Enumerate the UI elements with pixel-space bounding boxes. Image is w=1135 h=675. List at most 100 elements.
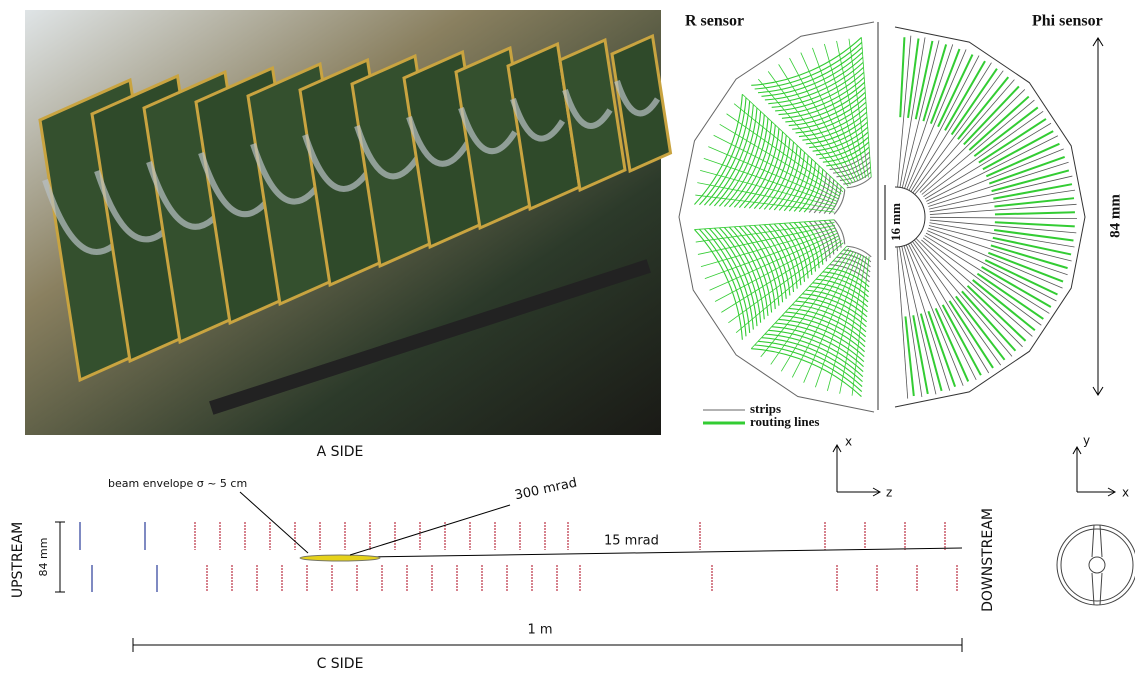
- r-strip: [761, 51, 863, 97]
- phi-strip: [910, 239, 1002, 366]
- r-strip: [788, 91, 866, 127]
- routing-line: [948, 300, 994, 369]
- legend-label: routing lines: [750, 414, 819, 429]
- r-sensor-label: R sensor: [685, 13, 744, 30]
- phi-hole: [894, 186, 926, 248]
- routing-line: [812, 47, 861, 180]
- routing-line: [984, 259, 1058, 296]
- routing-line: [957, 76, 1010, 140]
- photo-sensor: [614, 80, 661, 117]
- r-strip: [818, 179, 835, 214]
- r-strip: [754, 344, 863, 392]
- photo-board: [558, 37, 627, 193]
- routing-line: [937, 54, 974, 128]
- r-strip: [778, 76, 865, 116]
- phi-strip: [900, 244, 937, 395]
- r-strip: [778, 223, 806, 282]
- photo-board: [610, 33, 673, 174]
- modules: [79, 522, 958, 592]
- r-strip: [815, 131, 869, 156]
- r-strip: [738, 226, 776, 310]
- r-strip: [723, 114, 765, 207]
- r-strip: [783, 155, 809, 212]
- routing-line: [982, 130, 1054, 171]
- angle-label: 15 mrad: [604, 534, 659, 549]
- routing-line: [985, 142, 1060, 178]
- r-strip: [751, 37, 862, 86]
- phi-strip: [926, 135, 1059, 202]
- axes-side: [832, 443, 882, 497]
- phi-strip: [899, 37, 926, 190]
- photo-sensor: [302, 134, 376, 192]
- pointer: [349, 504, 511, 556]
- r-strip: [751, 348, 862, 397]
- r-strip: [704, 228, 751, 333]
- routing-line: [694, 219, 835, 230]
- phi-strip: [909, 62, 992, 194]
- routing-line: [726, 113, 842, 195]
- phi-strip: [929, 216, 1077, 219]
- length-bar: [132, 638, 963, 652]
- routing-line: [721, 237, 841, 313]
- r-strip: [758, 138, 791, 210]
- r-strip: [828, 219, 842, 248]
- routing-line: [992, 236, 1072, 256]
- phi-strip: [905, 242, 964, 386]
- r-strip: [828, 186, 842, 215]
- r-strip: [826, 267, 870, 288]
- a-side: A SIDE: [317, 444, 364, 460]
- axis-label: z: [886, 486, 892, 500]
- phi-strip: [897, 35, 912, 190]
- pointer: [239, 491, 309, 554]
- routing-line: [972, 279, 1036, 332]
- front-view: [1056, 524, 1135, 606]
- phi-strip: [911, 70, 1004, 195]
- phi-strip: [907, 241, 977, 381]
- r-strip: [781, 81, 865, 119]
- phi-strip: [913, 79, 1015, 197]
- routing-line: [993, 183, 1073, 200]
- routing-line: [907, 38, 920, 118]
- routing-line: [713, 134, 839, 200]
- axis-label: y: [1083, 434, 1090, 448]
- module-height-bar: [55, 521, 65, 593]
- routing-line: [839, 256, 867, 394]
- routing-line: [735, 242, 844, 334]
- routing-line: [703, 158, 837, 205]
- r-strip: [846, 245, 872, 258]
- phi-strip: [929, 203, 1077, 215]
- beam-label: beam envelope σ ~ 5 cm: [108, 477, 247, 490]
- routing-line: [912, 315, 929, 395]
- routing-line: [968, 95, 1030, 151]
- r-strip: [764, 56, 864, 101]
- r-strip: [743, 128, 780, 209]
- r-strip: [738, 124, 776, 208]
- r-strip: [833, 156, 871, 174]
- routing-line: [904, 316, 915, 397]
- r-strip: [843, 249, 872, 263]
- r-strip: [758, 47, 863, 94]
- phi-strip: [903, 44, 954, 191]
- photo-sensor: [354, 125, 423, 180]
- r-strip: [694, 229, 743, 340]
- phi-strip: [927, 148, 1064, 205]
- routing-line: [697, 224, 835, 255]
- routing-line: [994, 211, 1075, 216]
- routing-line: [981, 266, 1052, 308]
- phi-strip: [924, 122, 1052, 200]
- r-strip: [798, 296, 867, 328]
- routing-line: [988, 155, 1066, 185]
- r-strip: [743, 225, 780, 306]
- legend-label: strips: [750, 401, 781, 416]
- phi-strip: [928, 161, 1069, 207]
- phi-strip: [912, 238, 1013, 357]
- routing-line: [770, 249, 852, 365]
- height-label: 84 mm: [1107, 194, 1123, 238]
- r-strip: [813, 220, 831, 258]
- r-strip: [783, 222, 809, 279]
- phi-strip: [922, 237, 1042, 326]
- photo-sensor: [510, 98, 566, 142]
- routing-line: [973, 106, 1039, 157]
- routing-line: [861, 37, 872, 178]
- phi-strip: [925, 232, 1057, 302]
